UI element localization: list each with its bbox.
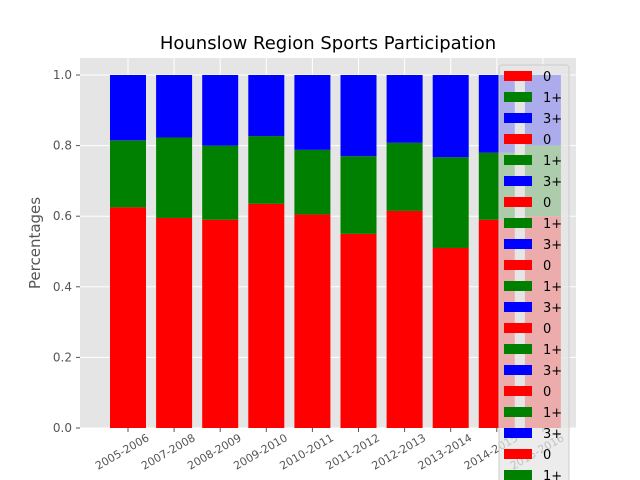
bar-segment	[294, 149, 331, 215]
bar-segment	[340, 156, 377, 234]
legend-label: 1+	[543, 154, 562, 169]
legend-label: 3+	[543, 427, 562, 442]
bar-segment	[340, 75, 377, 157]
legend-swatch	[504, 176, 532, 186]
legend-swatch	[504, 260, 532, 270]
chart-title: Hounslow Region Sports Participation	[160, 33, 496, 54]
legend-swatch	[504, 449, 532, 459]
legend-label: 1+	[543, 91, 562, 106]
legend-label: 0	[543, 448, 551, 463]
legend-label: 3+	[543, 175, 562, 190]
bar-segment	[156, 75, 193, 138]
legend-swatch	[504, 302, 532, 312]
bar-segment	[202, 75, 239, 146]
bar-segment	[432, 247, 469, 428]
legend-swatch	[504, 344, 532, 354]
bar-segment	[386, 75, 423, 143]
legend-label: 1+	[543, 343, 562, 358]
legend-label: 0	[543, 322, 551, 337]
bar-segment	[294, 214, 331, 428]
legend-swatch	[504, 239, 532, 249]
bar-segment	[156, 137, 193, 218]
bar-segment	[248, 136, 285, 204]
bar-segment	[110, 75, 146, 141]
legend-label: 1+	[543, 217, 562, 232]
legend-label: 3+	[543, 112, 562, 127]
bar-segment	[432, 75, 469, 158]
x-axis-ticks: 2005-20062007-20082008-20092009-20102010…	[93, 428, 566, 473]
legend-swatch	[504, 365, 532, 375]
bar-segment	[202, 145, 239, 220]
legend-label: 0	[543, 133, 551, 148]
legend-swatch	[504, 386, 532, 396]
legend-swatch	[504, 407, 532, 417]
legend-swatch	[504, 155, 532, 165]
bar-segment	[110, 207, 146, 428]
bar-segment	[248, 75, 285, 137]
legend-swatch	[504, 428, 532, 438]
bar-segment	[340, 233, 377, 428]
y-tick-label: 0.4	[53, 280, 72, 294]
y-tick-label: 0.8	[53, 139, 72, 153]
bar-segment	[248, 203, 285, 428]
legend-swatch	[504, 218, 532, 228]
bar-segment	[386, 142, 423, 211]
legend-label: 0	[543, 259, 551, 274]
legend-swatch	[504, 323, 532, 333]
legend-swatch	[504, 71, 532, 81]
legend-swatch	[504, 197, 532, 207]
legend-label: 3+	[543, 238, 562, 253]
legend: 0 1+ 3+ 0 1+ 3+ 0 1+ 3+ 0 1+ 3+ 0 1+ 3+ 0 1+ 3+ 0 1+	[498, 64, 570, 480]
legend-label: 0	[543, 196, 551, 211]
bar-segment	[432, 157, 469, 248]
bar-segment	[110, 140, 146, 208]
legend-label: 1+	[543, 406, 562, 421]
legend-label: 0	[543, 385, 551, 400]
bar-segment	[202, 219, 239, 428]
legend-label: 0	[543, 70, 551, 85]
bar-segment	[386, 210, 423, 428]
legend-swatch	[504, 92, 532, 102]
y-axis-ticks: 0.0 0.2 0.4 0.6 0.8 1.0	[53, 68, 80, 435]
y-tick-label: 0.0	[53, 421, 72, 435]
y-axis-label: Percentages	[26, 197, 44, 289]
y-tick-label: 1.0	[53, 68, 72, 82]
legend-swatch	[504, 113, 532, 123]
bar-segment	[156, 217, 193, 428]
bar-segment	[294, 75, 331, 150]
legend-label: 3+	[543, 301, 562, 316]
legend-box	[498, 64, 570, 480]
legend-label: 1+	[543, 469, 562, 480]
y-tick-label: 0.6	[53, 209, 72, 223]
legend-swatch	[504, 134, 532, 144]
legend-label: 1+	[543, 280, 562, 295]
legend-swatch	[504, 470, 532, 480]
legend-label: 3+	[543, 364, 562, 379]
legend-swatch	[504, 281, 532, 291]
y-tick-label: 0.2	[53, 350, 72, 364]
